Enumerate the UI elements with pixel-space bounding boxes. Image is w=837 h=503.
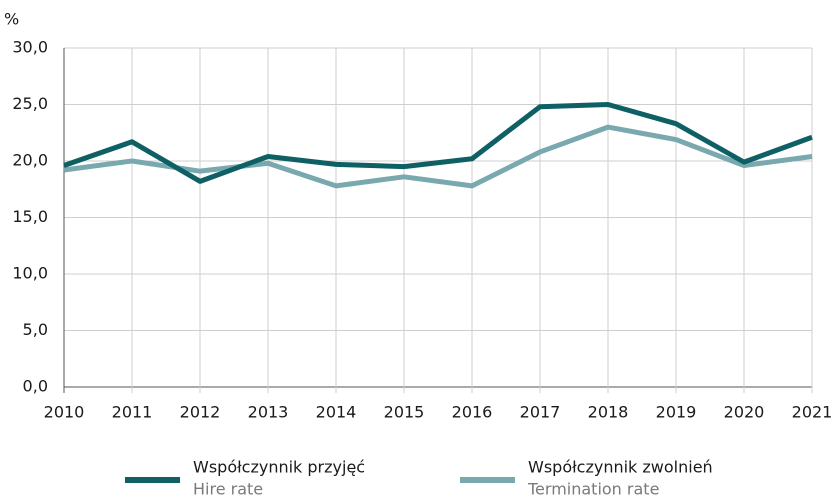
y-tick-label: 25,0 bbox=[12, 94, 48, 113]
y-tick-label: 20,0 bbox=[12, 151, 48, 170]
x-tick-label: 2018 bbox=[588, 403, 629, 422]
series-line bbox=[63, 102, 813, 184]
x-tick-label: 2016 bbox=[452, 403, 493, 422]
y-tick-label: 5,0 bbox=[23, 320, 48, 339]
x-tick-label: 2021 bbox=[792, 403, 833, 422]
y-tick-label: 15,0 bbox=[12, 207, 48, 226]
x-tick-label: 2017 bbox=[520, 403, 561, 422]
y-tick-label: 0,0 bbox=[23, 377, 48, 396]
legend-sublabel: Hire rate bbox=[193, 480, 263, 499]
x-tick-label: 2019 bbox=[656, 403, 697, 422]
y-tick-label: 30,0 bbox=[12, 38, 48, 57]
x-tick-label: 2010 bbox=[44, 403, 85, 422]
x-tick-label: 2020 bbox=[724, 403, 765, 422]
x-tick-label: 2014 bbox=[316, 403, 357, 422]
y-axis-label: % bbox=[4, 10, 19, 29]
legend-sublabel: Termination rate bbox=[527, 480, 659, 499]
x-tick-label: 2013 bbox=[248, 403, 289, 422]
y-tick-label: 10,0 bbox=[12, 264, 48, 283]
legend-label: Współczynnik przyjęć bbox=[193, 458, 365, 477]
legend-label: Współczynnik zwolnień bbox=[528, 458, 713, 477]
x-tick-label: 2015 bbox=[384, 403, 425, 422]
x-tick-label: 2011 bbox=[112, 403, 153, 422]
series-line bbox=[63, 124, 813, 189]
x-tick-label: 2012 bbox=[180, 403, 221, 422]
